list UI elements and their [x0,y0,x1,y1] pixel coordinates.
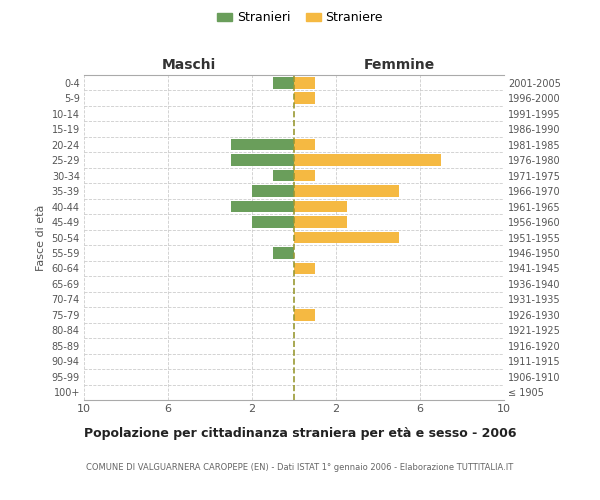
Bar [294,186,399,197]
Text: Femmine: Femmine [364,58,434,72]
Bar [252,186,294,197]
Legend: Stranieri, Straniere: Stranieri, Straniere [212,6,388,29]
Bar [294,200,347,212]
Bar [294,154,441,166]
Bar [294,216,347,228]
Bar [294,77,315,88]
Bar [231,200,294,212]
Bar [273,170,294,181]
Bar [294,309,315,320]
Text: COMUNE DI VALGUARNERA CAROPEPE (EN) - Dati ISTAT 1° gennaio 2006 - Elaborazione : COMUNE DI VALGUARNERA CAROPEPE (EN) - Da… [86,462,514,471]
Bar [231,139,294,150]
Bar [294,92,315,104]
Text: Maschi: Maschi [162,58,216,72]
Bar [294,170,315,181]
Bar [252,216,294,228]
Y-axis label: Fasce di età: Fasce di età [36,204,46,270]
Bar [231,154,294,166]
Bar [273,77,294,88]
Bar [294,232,399,243]
Bar [273,247,294,259]
Text: Popolazione per cittadinanza straniera per età e sesso - 2006: Popolazione per cittadinanza straniera p… [84,428,516,440]
Bar [294,262,315,274]
Bar [294,139,315,150]
